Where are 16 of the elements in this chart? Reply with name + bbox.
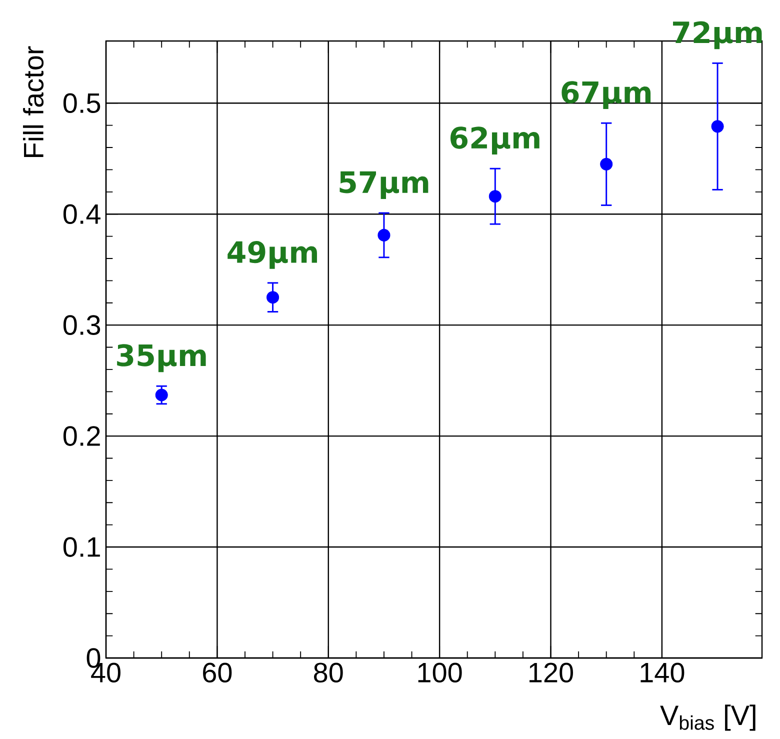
x-tick-label: 120: [530, 662, 574, 683]
x-axis-title: V$_{bias}$ [V]: [660, 704, 756, 731]
x-tick-label: 80: [314, 662, 343, 683]
annotation: 62µm: [450, 126, 540, 155]
y-axis-title: Fill factor: [23, 46, 44, 157]
annotation: 35µm: [117, 344, 206, 372]
y-tick-label: 0.3: [63, 315, 100, 335]
y-tick-label: 0.4: [63, 204, 100, 224]
annotation: 49µm: [228, 240, 317, 269]
y-tick-label: 0.1: [63, 537, 100, 557]
annotation: 57µm: [340, 171, 428, 199]
x-tick-label: 140: [640, 662, 684, 683]
x-tick-label: 100: [418, 662, 462, 683]
x-tick-label: 60: [203, 662, 232, 683]
y-tick-label: 0.5: [63, 93, 100, 114]
y-tick-label: 0.2: [63, 426, 100, 446]
